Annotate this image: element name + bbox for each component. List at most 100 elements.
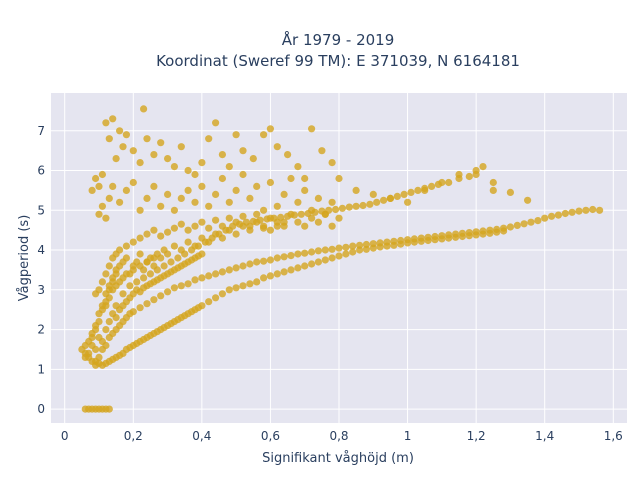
data-point	[88, 186, 96, 194]
data-point	[98, 202, 106, 210]
data-point	[328, 245, 336, 253]
data-point	[266, 272, 274, 280]
data-point	[445, 178, 453, 187]
chart-subtitle: Koordinat (Sweref 99 TM): E 371039, N 61…	[156, 52, 520, 70]
data-point	[246, 280, 254, 288]
data-point	[383, 242, 391, 250]
data-point	[352, 186, 360, 194]
data-point	[294, 250, 302, 258]
data-point	[328, 159, 336, 167]
data-point	[380, 196, 388, 204]
data-point	[345, 203, 353, 211]
data-point	[260, 257, 268, 265]
data-point	[95, 286, 103, 294]
data-point	[335, 252, 343, 260]
data-point	[218, 222, 226, 230]
data-point	[143, 230, 151, 238]
data-point	[116, 246, 124, 254]
data-point	[212, 230, 220, 238]
data-point	[184, 238, 192, 246]
data-point	[184, 226, 192, 234]
data-point	[105, 294, 113, 302]
data-point	[122, 186, 130, 194]
data-point	[489, 186, 497, 194]
data-point	[294, 264, 302, 272]
data-point	[294, 163, 302, 171]
data-point	[205, 298, 213, 306]
data-point	[414, 186, 422, 194]
data-point	[143, 300, 151, 308]
data-point	[390, 241, 398, 249]
data-point	[249, 155, 257, 163]
data-point	[205, 135, 213, 143]
data-point	[205, 238, 213, 246]
data-point	[191, 170, 199, 179]
data-point	[126, 282, 134, 290]
data-point	[92, 345, 100, 353]
y-tick-label: 6	[37, 164, 45, 178]
data-point	[218, 290, 226, 298]
data-point	[232, 131, 240, 139]
data-point	[95, 210, 103, 218]
data-point	[164, 288, 172, 296]
data-point	[122, 270, 130, 278]
data-point	[239, 222, 247, 230]
data-point	[287, 252, 295, 260]
x-tick-label: 0,2	[124, 429, 143, 443]
data-point	[150, 296, 158, 304]
data-point	[160, 262, 168, 270]
data-point	[455, 170, 463, 179]
data-point	[98, 278, 106, 286]
data-point	[164, 190, 172, 198]
data-point	[146, 270, 154, 278]
data-point	[198, 218, 206, 226]
data-point	[112, 314, 120, 322]
data-point	[284, 151, 292, 159]
data-point	[445, 234, 453, 242]
data-point	[177, 220, 185, 228]
data-point	[253, 210, 261, 218]
data-point	[314, 194, 322, 202]
data-point	[136, 159, 144, 167]
data-point	[342, 250, 350, 258]
data-point	[301, 249, 309, 257]
data-point	[335, 244, 343, 252]
y-tick-label: 2	[37, 323, 45, 337]
data-point	[397, 240, 405, 248]
data-point	[568, 208, 576, 216]
data-point	[362, 245, 370, 253]
data-point	[314, 247, 322, 255]
data-point	[129, 308, 137, 316]
data-point	[266, 214, 274, 222]
data-point	[527, 218, 535, 226]
data-point	[273, 202, 281, 210]
data-point	[157, 202, 165, 210]
data-point	[301, 262, 309, 270]
x-tick-label: 0	[61, 429, 69, 443]
y-tick-labels: 0 1 2 3 4 5 6 7	[37, 124, 45, 416]
data-point	[369, 244, 377, 252]
data-point	[122, 131, 130, 139]
data-point	[410, 238, 418, 246]
data-point	[534, 217, 542, 225]
data-point	[170, 224, 178, 232]
data-point	[513, 221, 521, 229]
data-point	[170, 284, 178, 292]
x-tick-label: 0,6	[261, 429, 280, 443]
data-point	[489, 178, 497, 187]
data-point	[105, 318, 113, 326]
x-tick-label: 0,4	[192, 429, 211, 443]
data-point	[308, 206, 316, 214]
data-point	[191, 242, 199, 250]
data-point	[524, 196, 532, 204]
data-point	[472, 170, 480, 179]
data-point	[177, 282, 185, 290]
data-point	[596, 206, 604, 214]
data-point	[92, 174, 100, 183]
data-point	[232, 186, 240, 194]
data-point	[287, 174, 295, 183]
data-point	[308, 248, 316, 256]
data-point	[417, 237, 425, 245]
data-point	[225, 214, 233, 222]
data-point	[191, 222, 199, 230]
